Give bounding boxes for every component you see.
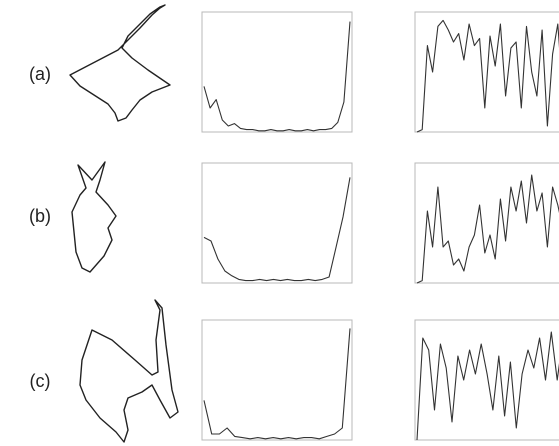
- panel-label: (c): [30, 371, 51, 391]
- signature-line: [204, 328, 350, 438]
- signature-line: [417, 332, 559, 440]
- plot-frame: [202, 12, 352, 132]
- plot-frame: [415, 320, 559, 440]
- shape-outline: [80, 300, 178, 442]
- plot-frame: [415, 163, 559, 283]
- signature-line: [417, 175, 559, 283]
- shape-outline: [70, 5, 170, 121]
- figure: (a) (b) (c): [0, 0, 559, 446]
- signature-line: [204, 22, 350, 131]
- plot-frame: [202, 163, 352, 283]
- signature-line: [417, 20, 559, 132]
- plot-frame: [202, 320, 352, 440]
- panel-label: (b): [29, 206, 51, 226]
- panel-label: (a): [29, 64, 51, 84]
- shape-outline: [72, 162, 116, 272]
- signature-line: [204, 177, 350, 280]
